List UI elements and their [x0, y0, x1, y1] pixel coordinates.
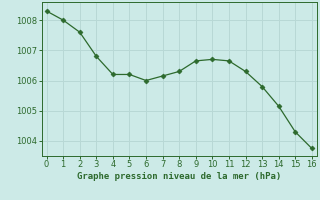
X-axis label: Graphe pression niveau de la mer (hPa): Graphe pression niveau de la mer (hPa) [77, 172, 281, 181]
